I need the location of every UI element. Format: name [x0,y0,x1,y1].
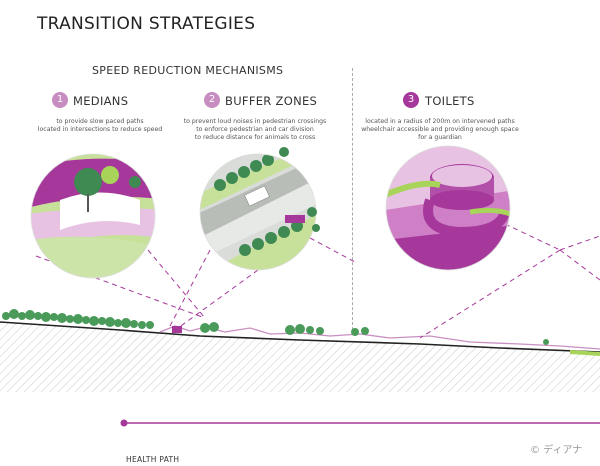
strategy-3-badge: 3 [403,92,419,108]
strategy-3-title: TOILETS [425,94,475,108]
strategy-3-description-line: wheelchair accessible and providing enou… [361,126,519,133]
strategy-2-description: to prevent loud noises in pedestrian cro… [170,118,340,142]
buffer-zones-illustration [200,154,316,270]
strategy-2-description-line: to enforce pedestrian and car division [196,126,314,133]
strategy-1-title: MEDIANS [73,94,129,108]
strategy-2-description-line: to reduce distance for animals to cross [194,134,316,141]
toilets-circle-outline [385,145,511,271]
toilets-illustration [386,146,510,270]
strategy-2-title: BUFFER ZONES [225,94,318,108]
section-divider [352,68,353,330]
page-title: TRANSITION STRATEGIES [37,14,256,34]
medians-circle-outline [30,153,156,279]
strategy-3-description-line: for a guardian [418,134,462,141]
section-subtitle: SPEED REDUCTION MECHANISMS [92,64,284,77]
health-path-start-dot [120,419,128,427]
strategy-1-description-line: to provide slow paced paths [56,118,144,125]
health-path-label: HEALTH PATH [126,455,180,464]
strategy-2-badge: 2 [204,92,220,108]
copyright-notice: © ディアナ [530,445,583,456]
ground-lime-strip [570,350,600,356]
strategy-1-badge: 1 [52,92,68,108]
strategy-2-description-line: to prevent loud noises in pedestrian cro… [183,118,327,125]
strategy-3-description-line: located in a radius of 200m on intervene… [365,118,515,125]
ground-tree-row [2,309,549,345]
medians-illustration [31,154,155,278]
terrain-section [0,321,600,392]
buffer-zones-overflow-trees [279,147,320,232]
strategy-3-description: located in a radius of 200m on intervene… [355,118,525,142]
strategy-1-description-line: located in intersections to reduce speed [37,126,163,133]
ground-toilet-marker [172,326,182,333]
strategy-1-description: to provide slow paced paths located in i… [10,118,190,134]
